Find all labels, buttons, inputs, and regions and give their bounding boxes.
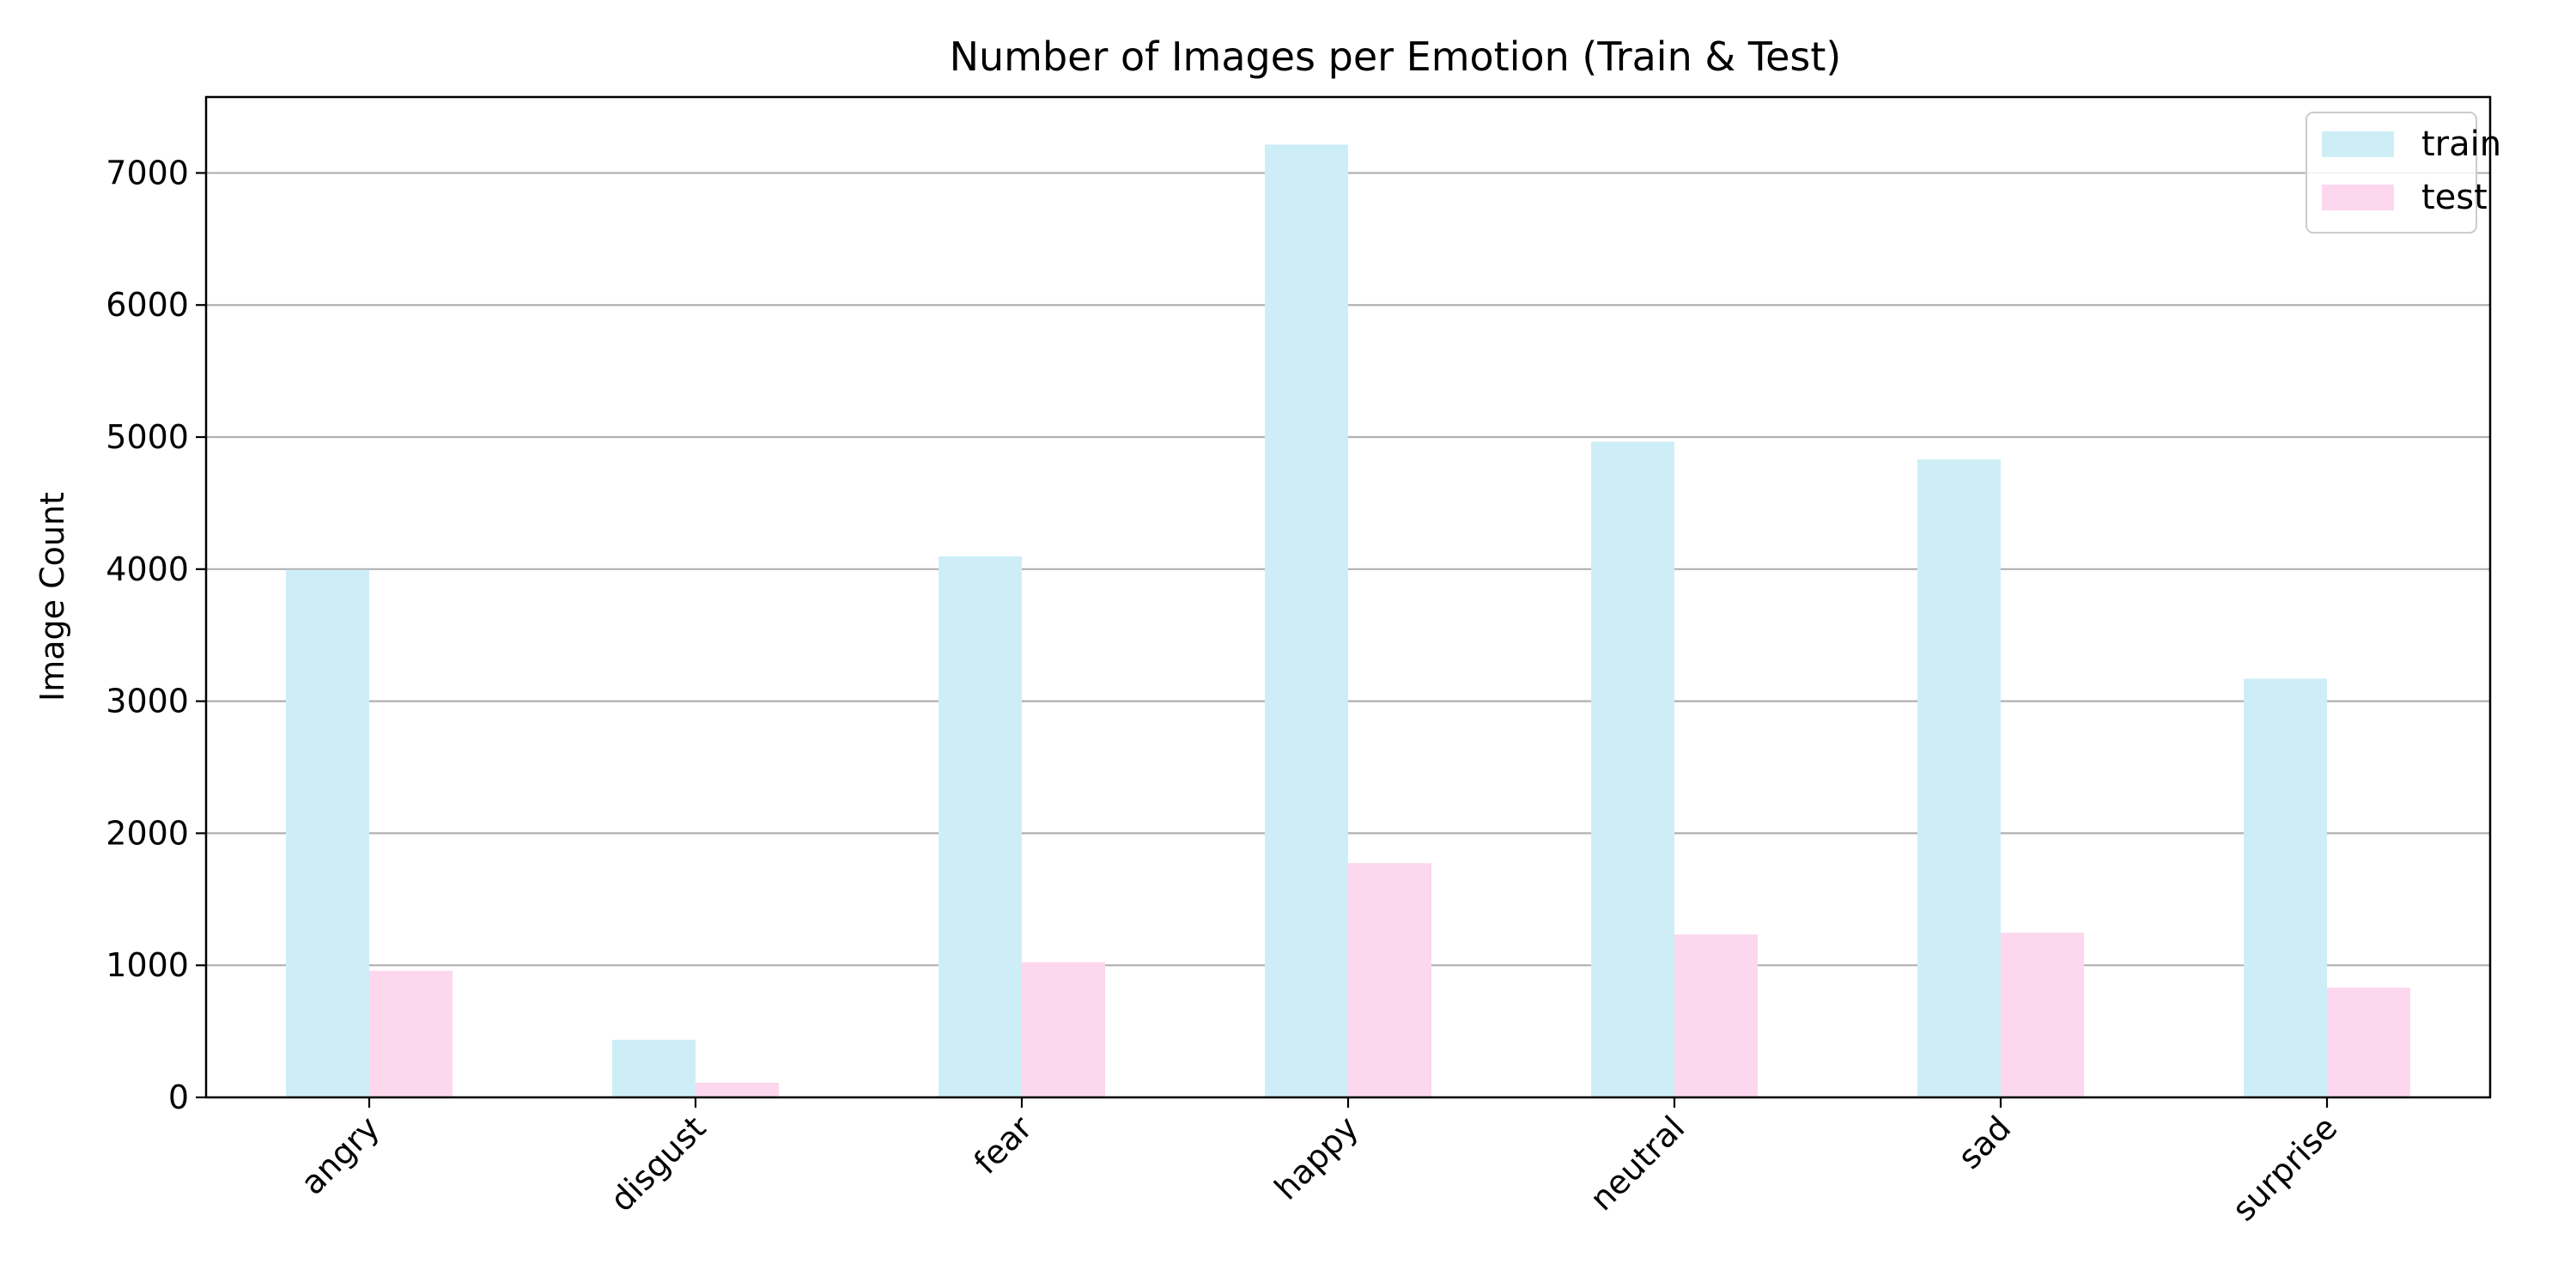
x-tick-label: neutral: [1583, 1109, 1692, 1218]
legend-swatch-train: [2322, 131, 2394, 157]
bar-train-neutral: [1591, 441, 1674, 1097]
bar-test-angry: [369, 970, 453, 1097]
bar-train-surprise: [2244, 678, 2327, 1097]
bar-test-surprise: [2327, 987, 2410, 1097]
x-tick-label: fear: [967, 1109, 1040, 1182]
y-axis-label: Image Count: [33, 492, 71, 702]
y-tick-label: 7000: [106, 154, 189, 191]
chart-title: Number of Images per Emotion (Train & Te…: [950, 33, 1842, 80]
legend-label-test: test: [2421, 178, 2488, 217]
bar-test-fear: [1022, 962, 1105, 1097]
y-axis: 0 1000 2000 3000 4000 5000 6000 7000: [106, 154, 206, 1116]
bar-test-sad: [2001, 933, 2084, 1097]
y-tick-label: 0: [168, 1078, 189, 1116]
bar-train-disgust: [612, 1039, 696, 1097]
x-axis: angry disgust fear happy neutral sad surprise: [294, 1097, 2344, 1229]
x-tick-label: surprise: [2225, 1109, 2344, 1228]
bar-train-angry: [286, 569, 369, 1097]
x-tick-label: sad: [1951, 1109, 2019, 1176]
y-tick-label: 3000: [106, 683, 189, 720]
y-tick-label: 5000: [106, 418, 189, 456]
x-tick-label: disgust: [603, 1109, 713, 1218]
bar-train-fear: [939, 556, 1022, 1097]
bar-train-sad: [1917, 459, 2001, 1097]
bar-test-happy: [1348, 863, 1431, 1097]
bar-test-disgust: [696, 1082, 779, 1097]
y-tick-label: 1000: [106, 946, 189, 984]
bars: [286, 144, 2410, 1097]
y-tick-label: 2000: [106, 814, 189, 852]
x-tick-label: happy: [1267, 1109, 1366, 1207]
bar-train-happy: [1265, 144, 1348, 1097]
y-tick-label: 6000: [106, 286, 189, 324]
legend-label-train: train: [2421, 125, 2501, 164]
y-tick-label: 4000: [106, 550, 189, 588]
x-tick-label: angry: [294, 1109, 387, 1202]
bar-test-neutral: [1674, 934, 1758, 1097]
legend: train test: [2306, 112, 2501, 234]
legend-swatch-test: [2322, 185, 2394, 210]
